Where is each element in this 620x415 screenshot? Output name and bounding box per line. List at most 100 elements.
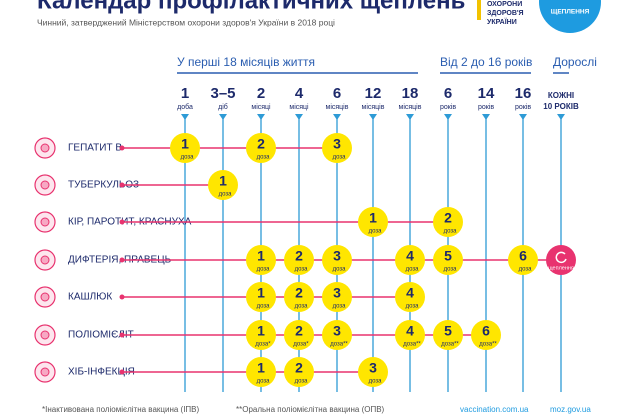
ministry-logo: ОХОРОНИ ЗДОРОВ'Я УКРАЇНИ	[477, 0, 524, 26]
dose: 1 доза	[170, 133, 200, 163]
column-unit: місяців	[399, 103, 422, 111]
disease-label: ПОЛІОМІЄЛІТ	[68, 330, 134, 341]
dose-circle	[246, 133, 276, 163]
dose-label: доза	[295, 304, 309, 310]
dose-label: доза	[295, 379, 309, 385]
dose-number: 3	[369, 360, 377, 376]
dose-circle	[246, 357, 276, 387]
dose-number: 5	[444, 248, 452, 264]
column-unit: років	[515, 103, 531, 111]
row-start-dot	[119, 145, 125, 151]
dose-circle	[395, 320, 425, 350]
booster-circle	[546, 245, 576, 275]
icon-core	[40, 143, 50, 153]
column-number: 1	[181, 85, 189, 102]
dose-number: 1	[181, 136, 189, 152]
dose: 3 доза**	[322, 320, 352, 350]
dose: 4 доза**	[395, 320, 425, 350]
dose-number: 2	[257, 136, 265, 152]
dose-circle	[246, 282, 276, 312]
booster-label: щеплення	[548, 265, 574, 271]
badge-text: ЩЕПЛЕННЯ	[551, 9, 590, 16]
dose-label: доза	[333, 155, 347, 161]
dose-circle	[395, 282, 425, 312]
column-number: 3–5	[210, 85, 235, 102]
column-number: 4	[295, 85, 304, 102]
dose-label: доза	[406, 304, 420, 310]
icon-core	[40, 217, 50, 227]
column-number: 18	[402, 85, 419, 102]
dose-circle	[358, 207, 388, 237]
dose-number: 3	[333, 136, 341, 152]
dose-label: доза	[257, 304, 271, 310]
dose: 2 доза*	[284, 320, 314, 350]
dose-circle	[322, 133, 352, 163]
dose: 1 доза	[358, 207, 388, 237]
dose-label: доза	[257, 379, 271, 385]
dose-circle	[284, 282, 314, 312]
dose-number: 1	[257, 360, 265, 376]
dose-circle	[246, 320, 276, 350]
dose: 4 доза	[395, 282, 425, 312]
link[interactable]: moz.gov.ua	[550, 405, 591, 414]
dose-number: 6	[482, 323, 490, 339]
badge: ЩЕПЛЕННЯ	[539, 0, 601, 33]
dose: 6 доза**	[471, 320, 501, 350]
disease-label: КАШЛЮК	[68, 292, 112, 303]
column-unit: місяці	[289, 103, 309, 111]
dose-number: 3	[333, 248, 341, 264]
column-unit: доба	[177, 103, 193, 111]
logo-mark	[477, 0, 481, 20]
dose: 2 доза	[284, 245, 314, 275]
dose-circle	[284, 357, 314, 387]
dose: 1 доза*	[246, 320, 276, 350]
column-arrow	[181, 114, 189, 120]
dose-circle	[284, 320, 314, 350]
column-number: 6	[444, 85, 452, 102]
dose-number: 4	[406, 285, 414, 301]
disease-icon	[34, 361, 56, 383]
row-start-dot	[119, 294, 125, 300]
dose-circle	[508, 245, 538, 275]
row-start-dot	[119, 369, 125, 375]
icon-core	[40, 255, 50, 265]
dose-label: доза	[181, 155, 195, 161]
dose: 5 доза**	[433, 320, 463, 350]
dose-number: 1	[219, 173, 227, 189]
dose: 3 доза	[322, 245, 352, 275]
dose-number: 2	[295, 285, 303, 301]
disease-icon	[34, 137, 56, 159]
column-number: 6	[333, 85, 341, 102]
disease-label: ХІБ-ІНФЕКЦІЯ	[68, 367, 135, 378]
column-arrow	[519, 114, 527, 120]
dose: 2 доза	[246, 133, 276, 163]
badge-circle	[539, 0, 601, 33]
dose-label: доза	[369, 379, 383, 385]
title: Календар профілактичних щеплень	[37, 0, 465, 14]
link[interactable]: vaccination.com.ua	[460, 405, 529, 414]
column-arrow	[557, 114, 565, 120]
dose-circle	[246, 245, 276, 275]
dose-label: доза	[444, 229, 458, 235]
dose-number: 1	[257, 285, 265, 301]
dose-number: 2	[295, 323, 303, 339]
dose-circle	[433, 320, 463, 350]
dose-number: 3	[333, 285, 341, 301]
column-unit: місяців	[326, 103, 349, 111]
dose-circle	[322, 282, 352, 312]
dose: 3 доза	[322, 282, 352, 312]
icon-core	[40, 367, 50, 377]
dose-circle	[433, 207, 463, 237]
footnote: *Інактивована поліомієлітна вакцина (ІПВ…	[42, 405, 200, 414]
column-arrow	[219, 114, 227, 120]
dose-label: доза	[519, 267, 533, 273]
row-start-dot	[119, 257, 125, 263]
column-arrow	[257, 114, 265, 120]
dose-label: доза**	[403, 342, 421, 348]
dose: 1 доза	[208, 170, 238, 200]
dose-label: доза**	[441, 342, 459, 348]
footnote: **Оральна поліомієлітна вакцина (ОПВ)	[236, 405, 385, 414]
column-arrow	[333, 114, 341, 120]
